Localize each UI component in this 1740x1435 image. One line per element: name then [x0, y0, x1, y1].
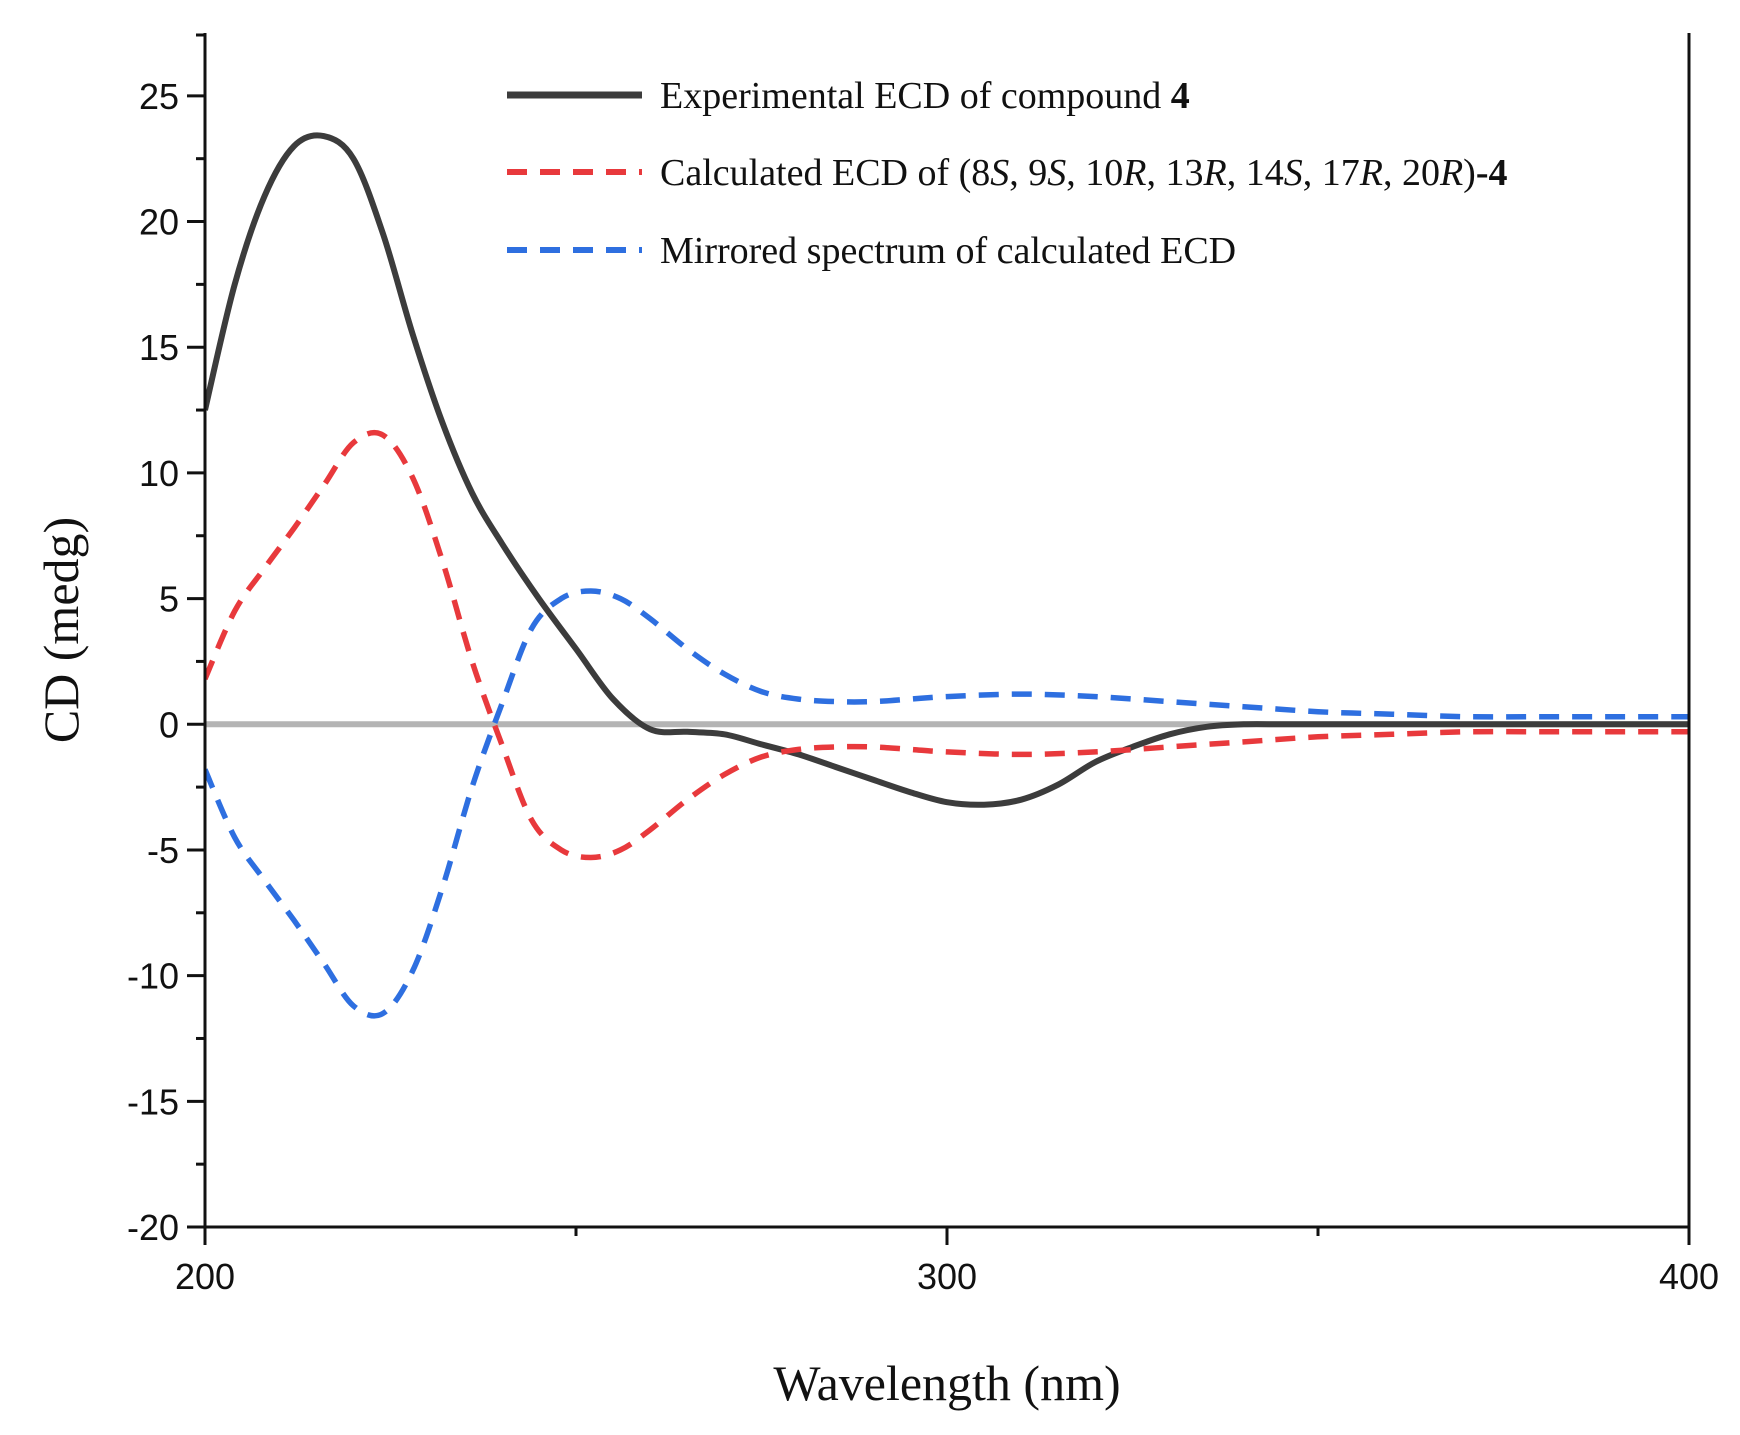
series-layer — [205, 132, 1689, 1019]
legend: Experimental ECD of compound 4 Calculated… — [507, 75, 1507, 272]
x-axis-title: Wavelength (nm) — [773, 1355, 1120, 1411]
y-tick-label: 20 — [139, 202, 179, 243]
legend-text-part: R — [1122, 152, 1146, 194]
y-axis-title: CD (medg) — [33, 517, 89, 743]
legend-text-part: R — [1439, 152, 1463, 194]
y-tick-label: -15 — [127, 1081, 179, 1122]
y-tick-label: 5 — [159, 579, 179, 620]
legend-text-part: S — [1047, 152, 1066, 194]
legend-text-part: , 10 — [1066, 152, 1123, 194]
mirrored-ecd-line — [205, 588, 1689, 1019]
calculated-ecd-line — [205, 429, 1689, 861]
legend-text-part: -4 — [1476, 152, 1508, 194]
legend-text-part: S — [990, 152, 1009, 194]
legend-text-part: , 9 — [1009, 152, 1047, 194]
legend-text-part: R — [1203, 152, 1227, 194]
axes-layer: -20 -15 -10 -5 0 5 10 15 20 25 200 300 400 — [127, 33, 1719, 1297]
legend-text-part: Experimental ECD of compound — [660, 75, 1171, 117]
legend-experimental-label: Experimental ECD of compound 4 — [660, 75, 1190, 117]
legend-text-part: Mirrored spectrum of calculated ECD — [660, 230, 1236, 272]
legend-text-part: , 20 — [1383, 152, 1440, 194]
y-tick-label: 10 — [139, 453, 179, 494]
x-tick-label: 300 — [917, 1256, 977, 1297]
legend-text-part: ) — [1463, 152, 1476, 194]
legend-text-part: Calculated ECD of (8 — [660, 152, 990, 194]
experimental-ecd-line — [205, 132, 1689, 808]
legend-text-part: , 13 — [1147, 152, 1204, 194]
x-tick-label: 400 — [1659, 1256, 1719, 1297]
y-tick-label: 15 — [139, 327, 179, 368]
legend-text-part: S — [1284, 152, 1303, 194]
legend-text-part: , 17 — [1303, 152, 1360, 194]
y-tick-label: -10 — [127, 956, 179, 997]
legend-text-part: 4 — [1171, 75, 1190, 117]
legend-calculated-label: Calculated ECD of (8S, 9S, 10R, 13R, 14S… — [660, 152, 1507, 194]
y-tick-label: -20 — [127, 1207, 179, 1248]
legend-text-part: , 14 — [1227, 152, 1284, 194]
y-tick-label: -5 — [147, 830, 179, 871]
y-tick-label: 25 — [139, 76, 179, 117]
legend-text-part: R — [1359, 152, 1383, 194]
legend-mirrored-label: Mirrored spectrum of calculated ECD — [660, 230, 1236, 272]
x-tick-label: 200 — [175, 1256, 235, 1297]
y-tick-label: 0 — [159, 704, 179, 745]
